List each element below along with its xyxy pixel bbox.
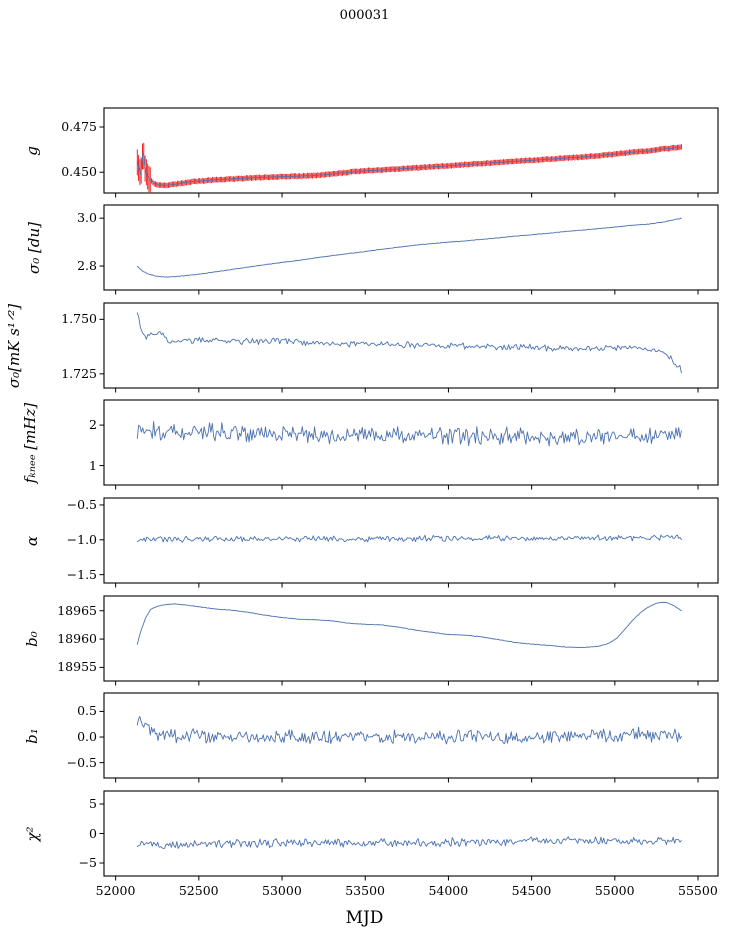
panel-sigma0-du-ytick-label: 3.0 (77, 210, 97, 226)
panel-b1-ytick-label: 0.0 (77, 729, 97, 745)
panel-sigma0-mk-line (136, 312, 682, 374)
panel-alpha-ylabel: α (23, 535, 42, 546)
panel-alpha (99, 497, 719, 588)
xtick-label: 54000 (428, 883, 469, 898)
panel-sigma0-mk-ytick-label: 1.725 (61, 365, 97, 381)
panel-b0 (99, 595, 719, 686)
panel-sigma0-du-ytick-label: 2.8 (77, 258, 97, 274)
panel-g-ytick-label: 0.475 (61, 118, 97, 134)
panel-b0-line (136, 601, 682, 649)
x-axis-label: MJD (345, 908, 384, 928)
panel-b1-ylabel: b₁ (22, 727, 41, 744)
panel-chi2-ytick-label: 0 (89, 825, 97, 841)
panel-sigma0-mk-ylabel: σ₀[mK s¹ᐟ²] (5, 303, 24, 388)
panel-sigma0-du-ylabel: σ₀ [du] (25, 221, 43, 274)
xtick-label: 52000 (95, 883, 136, 898)
panel-alpha-line (136, 534, 682, 543)
panel-b0-frame (103, 595, 719, 682)
panel-alpha-ytick-label: −0.5 (66, 496, 97, 512)
panel-fknee-ylabel: fₖₙₑₑ [mHz] (21, 402, 40, 483)
xtick-label: 55500 (678, 883, 718, 898)
xtick-label: 54500 (511, 883, 552, 898)
panel-sigma0-mk-ytick-label: 1.750 (61, 311, 97, 327)
panel-sigma0-du-frame (103, 204, 719, 291)
panel-b0-ytick-label: 18965 (57, 602, 97, 618)
panel-chi2-ytick-label: 5 (89, 795, 97, 811)
panel-fknee-ytick-label: 1 (89, 457, 97, 473)
panel-sigma0-du (99, 204, 719, 295)
panel-fknee-frame (103, 399, 719, 486)
panel-g (99, 107, 719, 198)
xtick-label: 53000 (262, 883, 302, 898)
panel-chi2-line (136, 836, 682, 849)
panel-chi2-ylabel: χ² (23, 825, 42, 842)
panel-g-ytick-label: 0.450 (61, 164, 97, 180)
panel-g-errorbars (136, 142, 682, 194)
panel-fknee (99, 399, 719, 490)
panel-chi2-ytick-label: −5 (78, 855, 97, 870)
xtick-label: 55000 (594, 883, 635, 898)
panel-g-line (136, 146, 682, 186)
panel-sigma0-mk (99, 302, 719, 393)
figure-title: 000031 (339, 8, 390, 23)
xtick-label: 52500 (178, 883, 219, 898)
panel-b1 (99, 692, 719, 783)
panel-fknee-line (136, 421, 682, 447)
panel-alpha-frame (103, 497, 719, 584)
panel-chi2 (99, 790, 719, 881)
panel-sigma0-mk-frame (103, 302, 719, 389)
panel-b1-line (136, 716, 682, 745)
panel-alpha-ytick-label: −1.5 (66, 566, 97, 582)
panel-alpha-ytick-label: −1.0 (66, 531, 97, 547)
panel-b0-ylabel: b₀ (22, 630, 41, 647)
panel-sigma0-du-line (136, 217, 682, 278)
panel-g-ylabel: g (22, 145, 41, 156)
panel-b1-ytick-label: 0.5 (77, 703, 97, 719)
panel-g-frame (103, 107, 719, 194)
panel-b1-frame (103, 692, 719, 779)
panel-fknee-ytick-label: 2 (89, 417, 97, 433)
panel-b0-ytick-label: 18955 (57, 659, 97, 675)
panel-b0-ytick-label: 18960 (57, 631, 97, 647)
xtick-label: 53500 (345, 883, 385, 898)
panel-chi2-frame (103, 790, 719, 877)
panel-b1-ytick-label: −0.5 (66, 754, 97, 770)
